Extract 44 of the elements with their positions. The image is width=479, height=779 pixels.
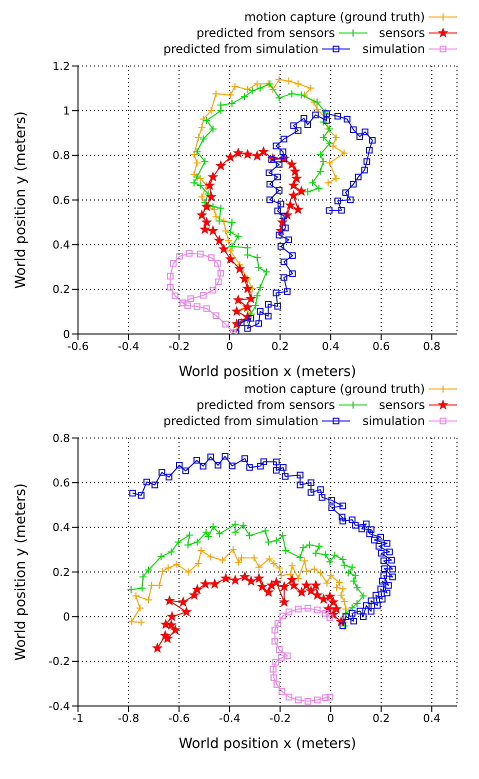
x-axis-title: World position x (meters) (178, 364, 356, 380)
x-tick-label: 0.2 (271, 340, 289, 353)
y-axis-title: World position y (meters) (12, 483, 29, 661)
x-tick-label: 0.6 (372, 340, 390, 353)
legend-label: motion capture (ground truth) (244, 382, 425, 396)
y-tick-label: -0.2 (48, 655, 70, 668)
x-tick-label: -0.2 (168, 340, 190, 353)
legend-label: simulation (362, 42, 425, 56)
legend-label: predicted from simulation (163, 414, 318, 428)
y-tick-label: 0.4 (52, 521, 70, 534)
x-tick-label: -0.8 (118, 712, 140, 725)
x-tick-label: 0 (327, 712, 334, 725)
x-tick-label: -0.4 (218, 712, 240, 725)
y-tick-label: 0.6 (52, 476, 70, 490)
legend-label: predicted from sensors (196, 398, 335, 412)
x-tick-label: -0.2 (269, 712, 291, 725)
x-tick-label: -0.6 (168, 712, 190, 725)
y-tick-label: 1.2 (52, 60, 70, 73)
x-tick-label: 0.4 (422, 712, 440, 725)
legend-label: sensors (378, 398, 425, 412)
legend-label: predicted from simulation (163, 42, 318, 56)
y-tick-label: 0.2 (52, 566, 70, 579)
y-tick-label: 0 (63, 328, 70, 341)
x-axis-title: World position x (meters) (178, 736, 356, 752)
x-tick-label: 0 (226, 340, 234, 353)
legend-label: motion capture (ground truth) (244, 10, 425, 24)
y-tick-label: 1 (63, 104, 70, 118)
y-tick-label: 0.4 (52, 238, 70, 252)
y-tick-label: 0.2 (52, 283, 70, 296)
y-tick-label: -0.4 (48, 700, 70, 713)
x-tick-label: -1 (72, 712, 84, 725)
legend-label: predicted from sensors (196, 26, 335, 40)
y-tick-label: 0.6 (52, 194, 70, 207)
x-tick-label: -0.6 (67, 340, 89, 353)
x-tick-label: 0.4 (322, 340, 340, 353)
x-tick-label: 0.8 (422, 340, 440, 353)
y-axis-title: World position y (meters) (12, 111, 29, 289)
y-tick-label: 0.8 (52, 432, 70, 445)
y-tick-label: 0 (63, 610, 70, 624)
legend-label: simulation (362, 414, 425, 428)
x-tick-label: -0.4 (118, 340, 140, 353)
legend-label: sensors (378, 26, 425, 40)
x-tick-label: 0.2 (372, 712, 390, 725)
y-tick-label: 0.8 (52, 149, 70, 162)
